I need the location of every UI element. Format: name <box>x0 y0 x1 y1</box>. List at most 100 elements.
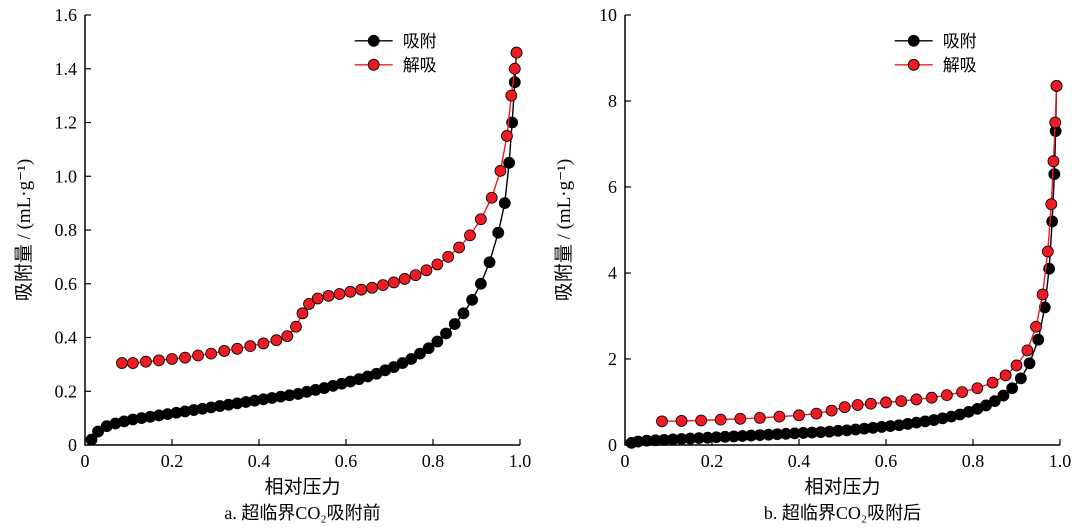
series-marker-1 <box>432 259 443 270</box>
y-tick-label: 0 <box>68 435 77 455</box>
series-marker-0 <box>493 227 504 238</box>
series-marker-1 <box>896 396 907 407</box>
series-marker-1 <box>754 412 765 423</box>
y-tick-label: 0.6 <box>55 274 78 294</box>
figure: 00.20.40.60.81.000.20.40.60.81.01.21.41.… <box>0 0 1080 529</box>
series-marker-1 <box>323 290 334 301</box>
series-marker-1 <box>511 47 522 58</box>
series-line-1 <box>122 53 517 363</box>
series-marker-1 <box>153 355 164 366</box>
legend-label: 解吸 <box>403 56 437 75</box>
series-marker-1 <box>271 335 282 346</box>
x-tick-label: 0.8 <box>422 451 445 471</box>
series-marker-1 <box>258 338 269 349</box>
x-tick-label: 0 <box>621 451 630 471</box>
series-marker-0 <box>467 294 478 305</box>
series-marker-1 <box>388 277 399 288</box>
series-marker-1 <box>345 286 356 297</box>
series-marker-1 <box>486 192 497 203</box>
series-marker-1 <box>656 416 667 427</box>
series-marker-1 <box>377 280 388 291</box>
series-marker-1 <box>245 341 256 352</box>
series-marker-1 <box>735 413 746 424</box>
legend-label: 吸附 <box>403 32 437 51</box>
y-tick-label: 0.4 <box>55 328 78 348</box>
series-marker-1 <box>1046 199 1057 210</box>
series-marker-1 <box>509 63 520 74</box>
x-tick-label: 0 <box>81 451 90 471</box>
legend-label: 吸附 <box>943 32 977 51</box>
series-marker-1 <box>1048 156 1059 167</box>
series-marker-1 <box>794 410 805 421</box>
series-marker-1 <box>127 358 138 369</box>
x-tick-label: 1.0 <box>1049 451 1072 471</box>
series-marker-1 <box>506 90 517 101</box>
y-axis-label: 吸附量 / (mL·g⁻¹) <box>553 159 575 301</box>
series-marker-1 <box>1042 246 1053 257</box>
x-tick-label: 0.4 <box>248 451 271 471</box>
panel-b: 00.20.40.60.81.00246810相对压力吸附量 / (mL·g⁻¹… <box>540 0 1080 529</box>
series-marker-1 <box>495 165 506 176</box>
series-marker-0 <box>1047 216 1058 227</box>
panel-caption: b. 超临界CO₂吸附后 <box>764 503 921 523</box>
series-marker-0 <box>499 198 510 209</box>
series-marker-1 <box>774 411 785 422</box>
series-marker-1 <box>193 350 204 361</box>
series-marker-1 <box>1031 321 1042 332</box>
series-marker-0 <box>509 77 520 88</box>
series-marker-1 <box>297 308 308 319</box>
series-marker-1 <box>464 230 475 241</box>
x-axis-label: 相对压力 <box>804 476 880 498</box>
series-marker-1 <box>167 354 178 365</box>
series-line-0 <box>92 53 517 440</box>
series-marker-1 <box>475 214 486 225</box>
series-marker-1 <box>811 408 822 419</box>
series-marker-1 <box>715 414 726 425</box>
series-marker-0 <box>504 157 515 168</box>
series-marker-1 <box>219 345 230 356</box>
series-marker-1 <box>282 331 293 342</box>
series-marker-1 <box>1011 360 1022 371</box>
y-tick-label: 1.6 <box>55 5 78 25</box>
y-tick-label: 1.4 <box>55 59 78 79</box>
series-marker-1 <box>367 282 378 293</box>
legend-label: 解吸 <box>943 56 977 75</box>
x-tick-label: 0.6 <box>335 451 358 471</box>
series-marker-1 <box>972 383 983 394</box>
series-marker-0 <box>998 390 1009 401</box>
y-tick-label: 1.0 <box>55 166 78 186</box>
x-tick-label: 0.8 <box>962 451 985 471</box>
series-marker-0 <box>484 257 495 268</box>
series-marker-1 <box>443 251 454 262</box>
series-marker-1 <box>410 270 421 281</box>
panel-caption: a. 超临界CO₂吸附前 <box>224 503 380 523</box>
y-tick-label: 0.2 <box>55 381 78 401</box>
series-marker-1 <box>1050 117 1061 128</box>
series-marker-1 <box>1037 289 1048 300</box>
y-tick-label: 1.2 <box>55 113 78 133</box>
series-marker-1 <box>676 415 687 426</box>
series-marker-1 <box>140 356 151 367</box>
series-marker-1 <box>334 288 345 299</box>
x-tick-label: 0.4 <box>788 451 811 471</box>
series-line-1 <box>662 86 1057 421</box>
panel-a: 00.20.40.60.81.000.20.40.60.81.01.21.41.… <box>0 0 540 529</box>
series-marker-1 <box>1022 345 1033 356</box>
series-marker-0 <box>1049 169 1060 180</box>
y-tick-label: 10 <box>599 5 617 25</box>
series-marker-1 <box>399 273 410 284</box>
series-marker-1 <box>881 397 892 408</box>
series-marker-1 <box>356 284 367 295</box>
series-marker-0 <box>458 308 469 319</box>
y-tick-label: 4 <box>608 263 617 283</box>
series-marker-1 <box>865 398 876 409</box>
x-axis-label: 相对压力 <box>264 476 340 498</box>
series-marker-1 <box>926 392 937 403</box>
x-tick-label: 0.6 <box>875 451 898 471</box>
legend-marker <box>368 35 379 46</box>
legend-marker <box>368 59 379 70</box>
axes <box>85 15 520 445</box>
x-tick-label: 1.0 <box>509 451 532 471</box>
series-marker-0 <box>475 278 486 289</box>
series-marker-1 <box>180 352 191 363</box>
